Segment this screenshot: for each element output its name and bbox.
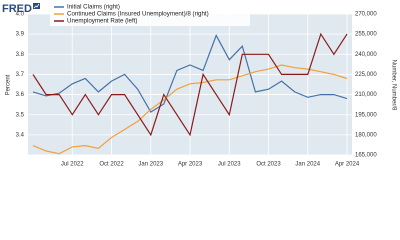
x-tick-label: Jan 2024 [295, 162, 320, 168]
chart: FRED Initial Claims (right)Continued Cla… [2, 2, 396, 168]
lines [32, 32, 348, 155]
legend-label: Initial Claims (right) [67, 4, 120, 11]
legend-box [50, 2, 250, 26]
logo-text: FRED [2, 3, 32, 15]
logo-icon-line [33, 3, 40, 9]
y-tick-label: 3.4 [16, 132, 25, 138]
y2-tick-label: 270,000 [355, 12, 377, 18]
x-tick-label: Oct 2023 [256, 162, 281, 168]
x-tick-label: Oct 2022 [99, 162, 124, 168]
y2-tick-label: 210,000 [355, 92, 377, 98]
y2-tick-label: 195,000 [355, 112, 377, 118]
y2-axis-title: Number, Number/8 [390, 60, 396, 111]
legend-label: Unemployment Rate (left) [67, 18, 138, 25]
legend-label: Continued Claims (Insured Unemployment)/… [67, 11, 209, 18]
x-tick-label: Jan 2023 [138, 162, 163, 168]
x-tick-label: Jul 2023 [218, 162, 241, 168]
legend: Initial Claims (right)Continued Claims (… [50, 2, 250, 26]
x-tick-label: Jul 2022 [61, 162, 84, 168]
y2-tick-label: 180,000 [355, 132, 377, 138]
logo: FRED [2, 3, 40, 15]
series-line [32, 34, 348, 113]
x-tick-label: Apr 2024 [335, 162, 360, 168]
y-tick-label: 3.9 [16, 32, 25, 38]
y2-tick-label: 225,000 [355, 72, 377, 78]
y-tick-label: 3.8 [16, 52, 25, 58]
x-tick-label: Apr 2023 [178, 162, 203, 168]
y2-tick-label: 255,000 [355, 32, 377, 38]
y-tick-label: 3.6 [16, 92, 25, 98]
series-line [32, 32, 348, 137]
y2-tick-label: 240,000 [355, 52, 377, 58]
y-tick-label: 3.5 [16, 112, 25, 118]
series-line [32, 64, 348, 155]
y-tick-label: 3.7 [16, 72, 25, 78]
y2-tick-label: 165,000 [355, 153, 377, 159]
y-tick-label: 4.0 [16, 12, 25, 18]
y-axis-title: Percent [6, 74, 12, 95]
